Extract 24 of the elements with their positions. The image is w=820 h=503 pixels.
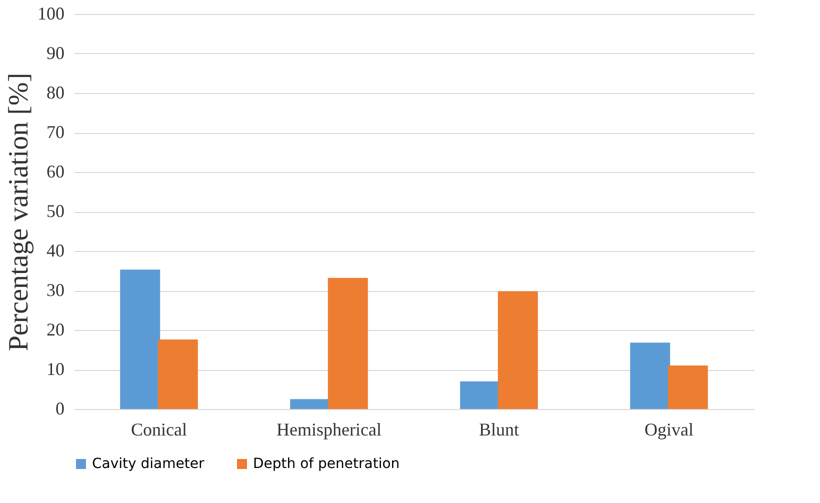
x-tick-label: Ogival <box>644 420 694 440</box>
legend-label: Depth of penetration <box>253 456 400 472</box>
bar <box>630 342 670 409</box>
y-tick-label: 90 <box>46 43 64 63</box>
y-tick-label: 30 <box>46 280 64 300</box>
y-tick-label: 0 <box>56 398 64 418</box>
bar <box>668 366 708 409</box>
y-tick-label: 60 <box>46 162 64 182</box>
bar <box>498 291 538 409</box>
x-tick-label: Hemispherical <box>276 420 382 440</box>
x-tick-label: Blunt <box>478 420 520 440</box>
y-tick-label: 50 <box>46 201 64 221</box>
bar <box>328 278 368 409</box>
x-tick-label: Conical <box>131 420 187 440</box>
y-tick-label: 20 <box>46 320 64 340</box>
legend-label: Cavity diameter <box>92 456 204 472</box>
y-tick-label: 10 <box>46 359 64 379</box>
bar <box>120 270 160 409</box>
y-tick-label: 40 <box>46 240 64 260</box>
y-tick-label: 70 <box>46 122 64 142</box>
y-tick-label: 80 <box>46 82 64 102</box>
y-axis-title: Percentage variation [%] <box>4 72 34 352</box>
y-tick-label: 100 <box>38 4 64 24</box>
bar <box>158 339 198 409</box>
